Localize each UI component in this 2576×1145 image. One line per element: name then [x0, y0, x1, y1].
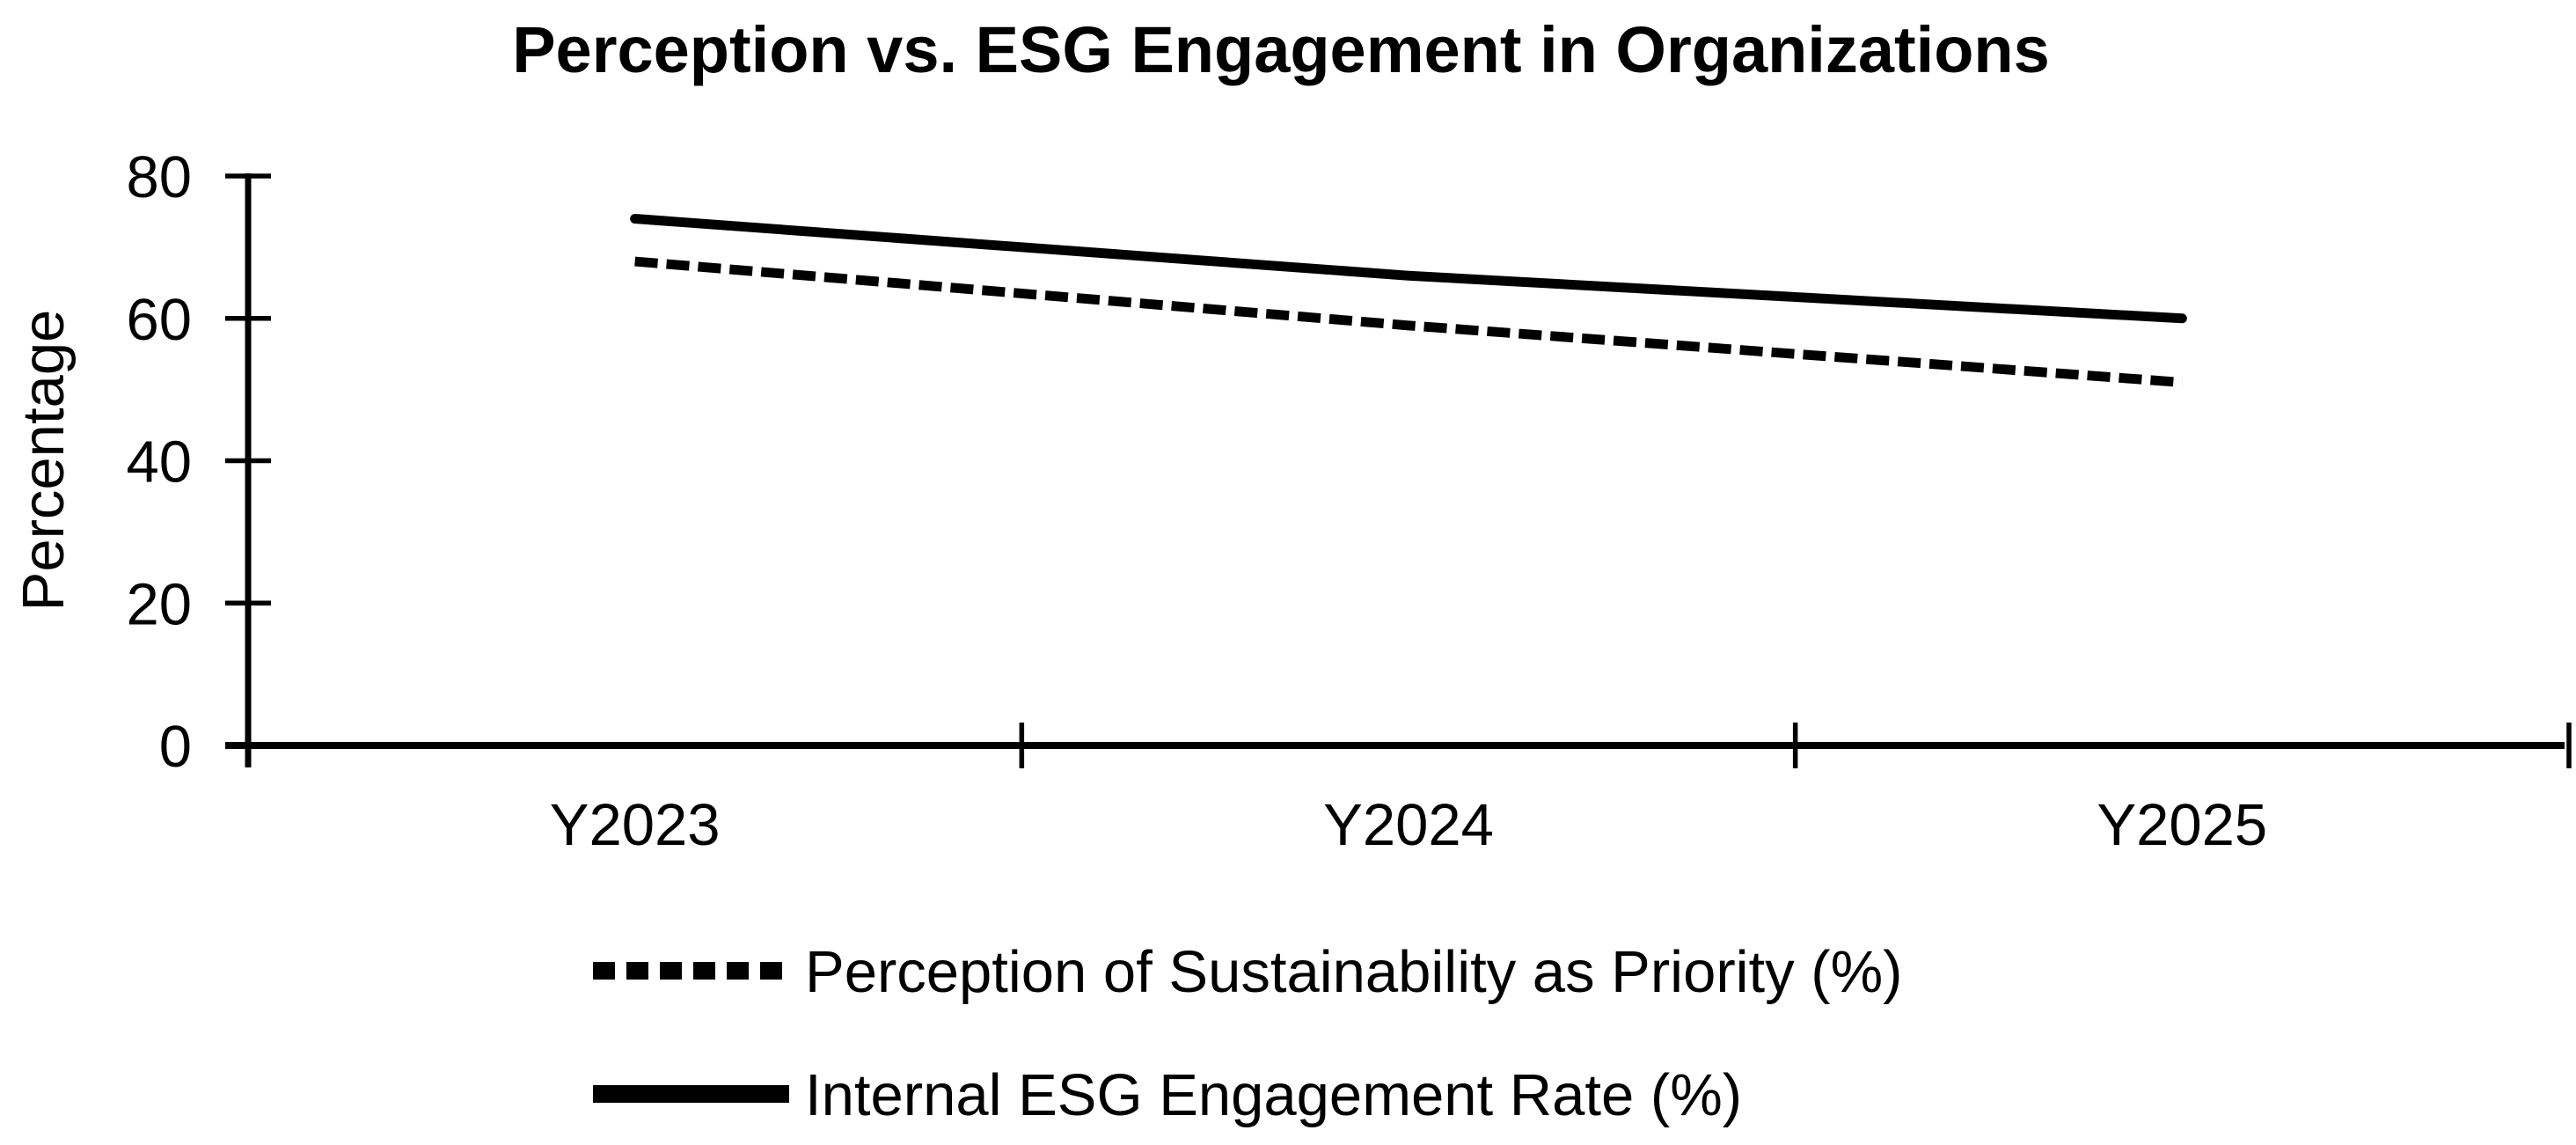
tick-labels: 0 20 40 60 80 Y2023 Y2024 Y2025	[126, 144, 2267, 858]
axes	[225, 173, 2572, 768]
series-line-0-dashed	[634, 256, 2183, 388]
y-tick-label: 20	[126, 571, 192, 637]
legend-label-engagement: Internal ESG Engagement Rate (%)	[805, 1062, 1742, 1128]
y-tick-label: 40	[126, 429, 192, 495]
plot-series	[630, 214, 2187, 388]
y-axis-title: Percentage	[11, 310, 77, 612]
x-category-label: Y2025	[2097, 792, 2267, 858]
legend-label-perception: Perception of Sustainability as Priority…	[805, 939, 1902, 1005]
y-tick-label: 80	[126, 144, 192, 210]
y-tick-label: 60	[126, 287, 192, 353]
chart-title: Perception vs. ESG Engagement in Organiz…	[512, 13, 2050, 86]
legend: Perception of Sustainability as Priority…	[593, 939, 1902, 1128]
x-category-label: Y2023	[550, 792, 721, 858]
series-line-1-solid	[630, 214, 2187, 324]
y-tick-label: 0	[159, 714, 192, 780]
x-category-label: Y2024	[1323, 792, 1494, 858]
